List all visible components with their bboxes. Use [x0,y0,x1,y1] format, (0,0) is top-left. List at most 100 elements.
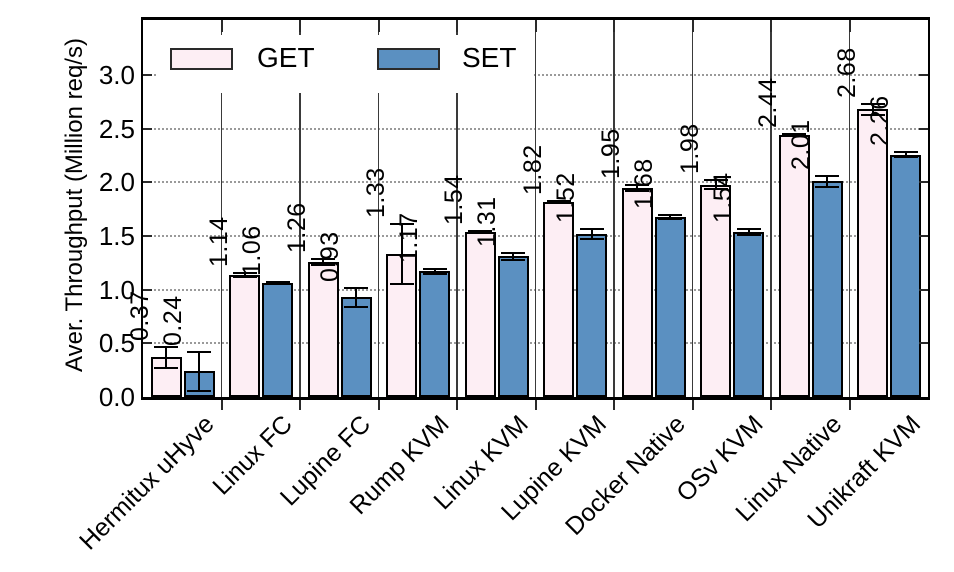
value-label-set-8: 2.01 [787,119,815,170]
xtick-top-6 [613,20,615,32]
error-cap-bottom-get-8 [782,135,806,138]
error-cap-bottom-get-5 [546,201,571,204]
error-cap-bottom-set-5 [579,238,604,241]
error-cap-top-get-9 [860,103,885,106]
error-cap-bottom-set-2 [344,305,368,308]
bar-get-1 [229,274,260,397]
error-line-set-8 [826,175,828,187]
ytick-right-0.5 [919,342,928,345]
error-line-set-7 [747,228,750,235]
ytick-label-2.5: 2.5 [98,113,135,144]
xtick-bottom-8 [770,400,772,410]
bar-set-3 [419,271,450,397]
bar-get-6 [621,187,653,397]
xtick-top-9 [848,20,851,32]
error-line-set-9 [904,152,907,157]
error-cap-bottom-set-4 [501,258,525,261]
ytick-left-2.5 [143,127,152,130]
value-label-get-7: 1.98 [675,123,704,175]
xtick-top-4 [456,20,458,32]
error-line-set-0 [198,351,200,391]
ytick-left-3.0 [143,74,152,77]
error-cap-top-get-0 [154,345,178,348]
error-cap-bottom-get-1 [232,275,257,278]
ytick-left-2.0 [143,181,152,184]
ytick-right-2.0 [919,181,928,184]
xtick-top-8 [770,20,772,32]
error-cap-top-set-9 [893,151,918,154]
xtick-bottom-5 [534,400,537,410]
xtick-top-7 [691,20,694,32]
error-cap-top-get-1 [232,271,257,274]
legend-swatch-set [377,48,440,70]
error-line-get-3 [400,224,403,285]
error-cap-top-get-7 [703,179,728,182]
xtick-bottom-2 [299,400,301,410]
value-label-set-7: 1.54 [708,171,737,223]
error-cap-top-set-4 [501,252,525,255]
bar-get-8 [778,135,810,397]
plot-area: GET SET 0.37 1.14 1.26 1.33 1.54 1.82 1.95 1.98… [126,17,930,400]
ytick-right-3.0 [919,74,928,77]
xtick-top-3 [377,20,380,32]
error-line-get-4 [479,230,481,233]
error-cap-bottom-set-3 [422,272,447,275]
value-label-get-6: 1.95 [597,127,625,179]
bar-set-4 [497,256,529,397]
xtick-label-0: Hermitux uHyve [73,410,220,556]
legend-label-get: GET [257,42,315,73]
bar-get-4 [464,231,496,397]
error-cap-top-get-8 [782,133,806,136]
error-line-get-6 [636,184,638,191]
error-line-get-7 [714,180,717,189]
value-label-set-6: 1.68 [630,157,658,209]
bar-set-7 [733,231,764,397]
ytick-right-2.5 [919,127,928,130]
category-separator-1 [220,20,223,397]
legend: GET SET [158,35,532,93]
error-cap-bottom-set-0 [187,389,211,392]
ytick-label-1.0: 1.0 [98,274,135,305]
error-cap-bottom-set-1 [265,283,290,286]
category-separator-9 [848,20,851,397]
xtick-bottom-6 [613,400,615,410]
value-label-get-2: 1.26 [283,201,311,253]
category-separator-6 [613,20,615,397]
category-separator-3 [377,20,380,397]
error-cap-bottom-get-0 [154,367,178,370]
xtick-top-5 [534,20,537,32]
error-cap-top-set-8 [815,174,839,177]
category-separator-2 [299,20,301,397]
error-line-get-1 [243,272,246,277]
error-line-get-0 [165,346,167,369]
error-cap-bottom-get-4 [468,231,492,234]
xtick-top-1 [220,20,223,32]
xtick-bottom-1 [220,400,223,410]
value-label-get-1: 1.14 [204,215,233,267]
value-label-get-8: 2.44 [754,77,782,129]
error-line-set-4 [512,253,514,260]
value-label-set-2: 0.93 [316,230,344,282]
error-cap-top-get-6 [625,183,649,186]
category-separator-8 [770,20,772,397]
bar-set-1 [262,283,293,397]
ytick-right-1.0 [919,288,928,291]
value-label-get-9: 2.68 [832,47,861,99]
error-cap-top-set-0 [187,350,211,353]
xtick-bottom-4 [456,400,458,410]
error-line-set-1 [276,282,279,285]
error-cap-top-set-3 [422,268,447,271]
error-cap-top-get-3 [389,223,414,226]
value-label-set-4: 1.31 [473,196,501,248]
bar-set-2 [340,297,372,397]
bar-get-9 [857,109,888,397]
ytick-left-1.0 [143,288,152,291]
xtick-bottom-3 [377,400,380,410]
value-label-set-0: 0.24 [159,295,187,346]
error-cap-bottom-get-6 [625,189,649,192]
ytick-label-2.0: 2.0 [98,167,135,198]
error-cap-bottom-get-9 [860,113,885,116]
value-label-get-4: 1.54 [440,174,468,225]
bar-set-9 [890,154,921,397]
ytick-label-0.0: 0.0 [98,382,135,412]
